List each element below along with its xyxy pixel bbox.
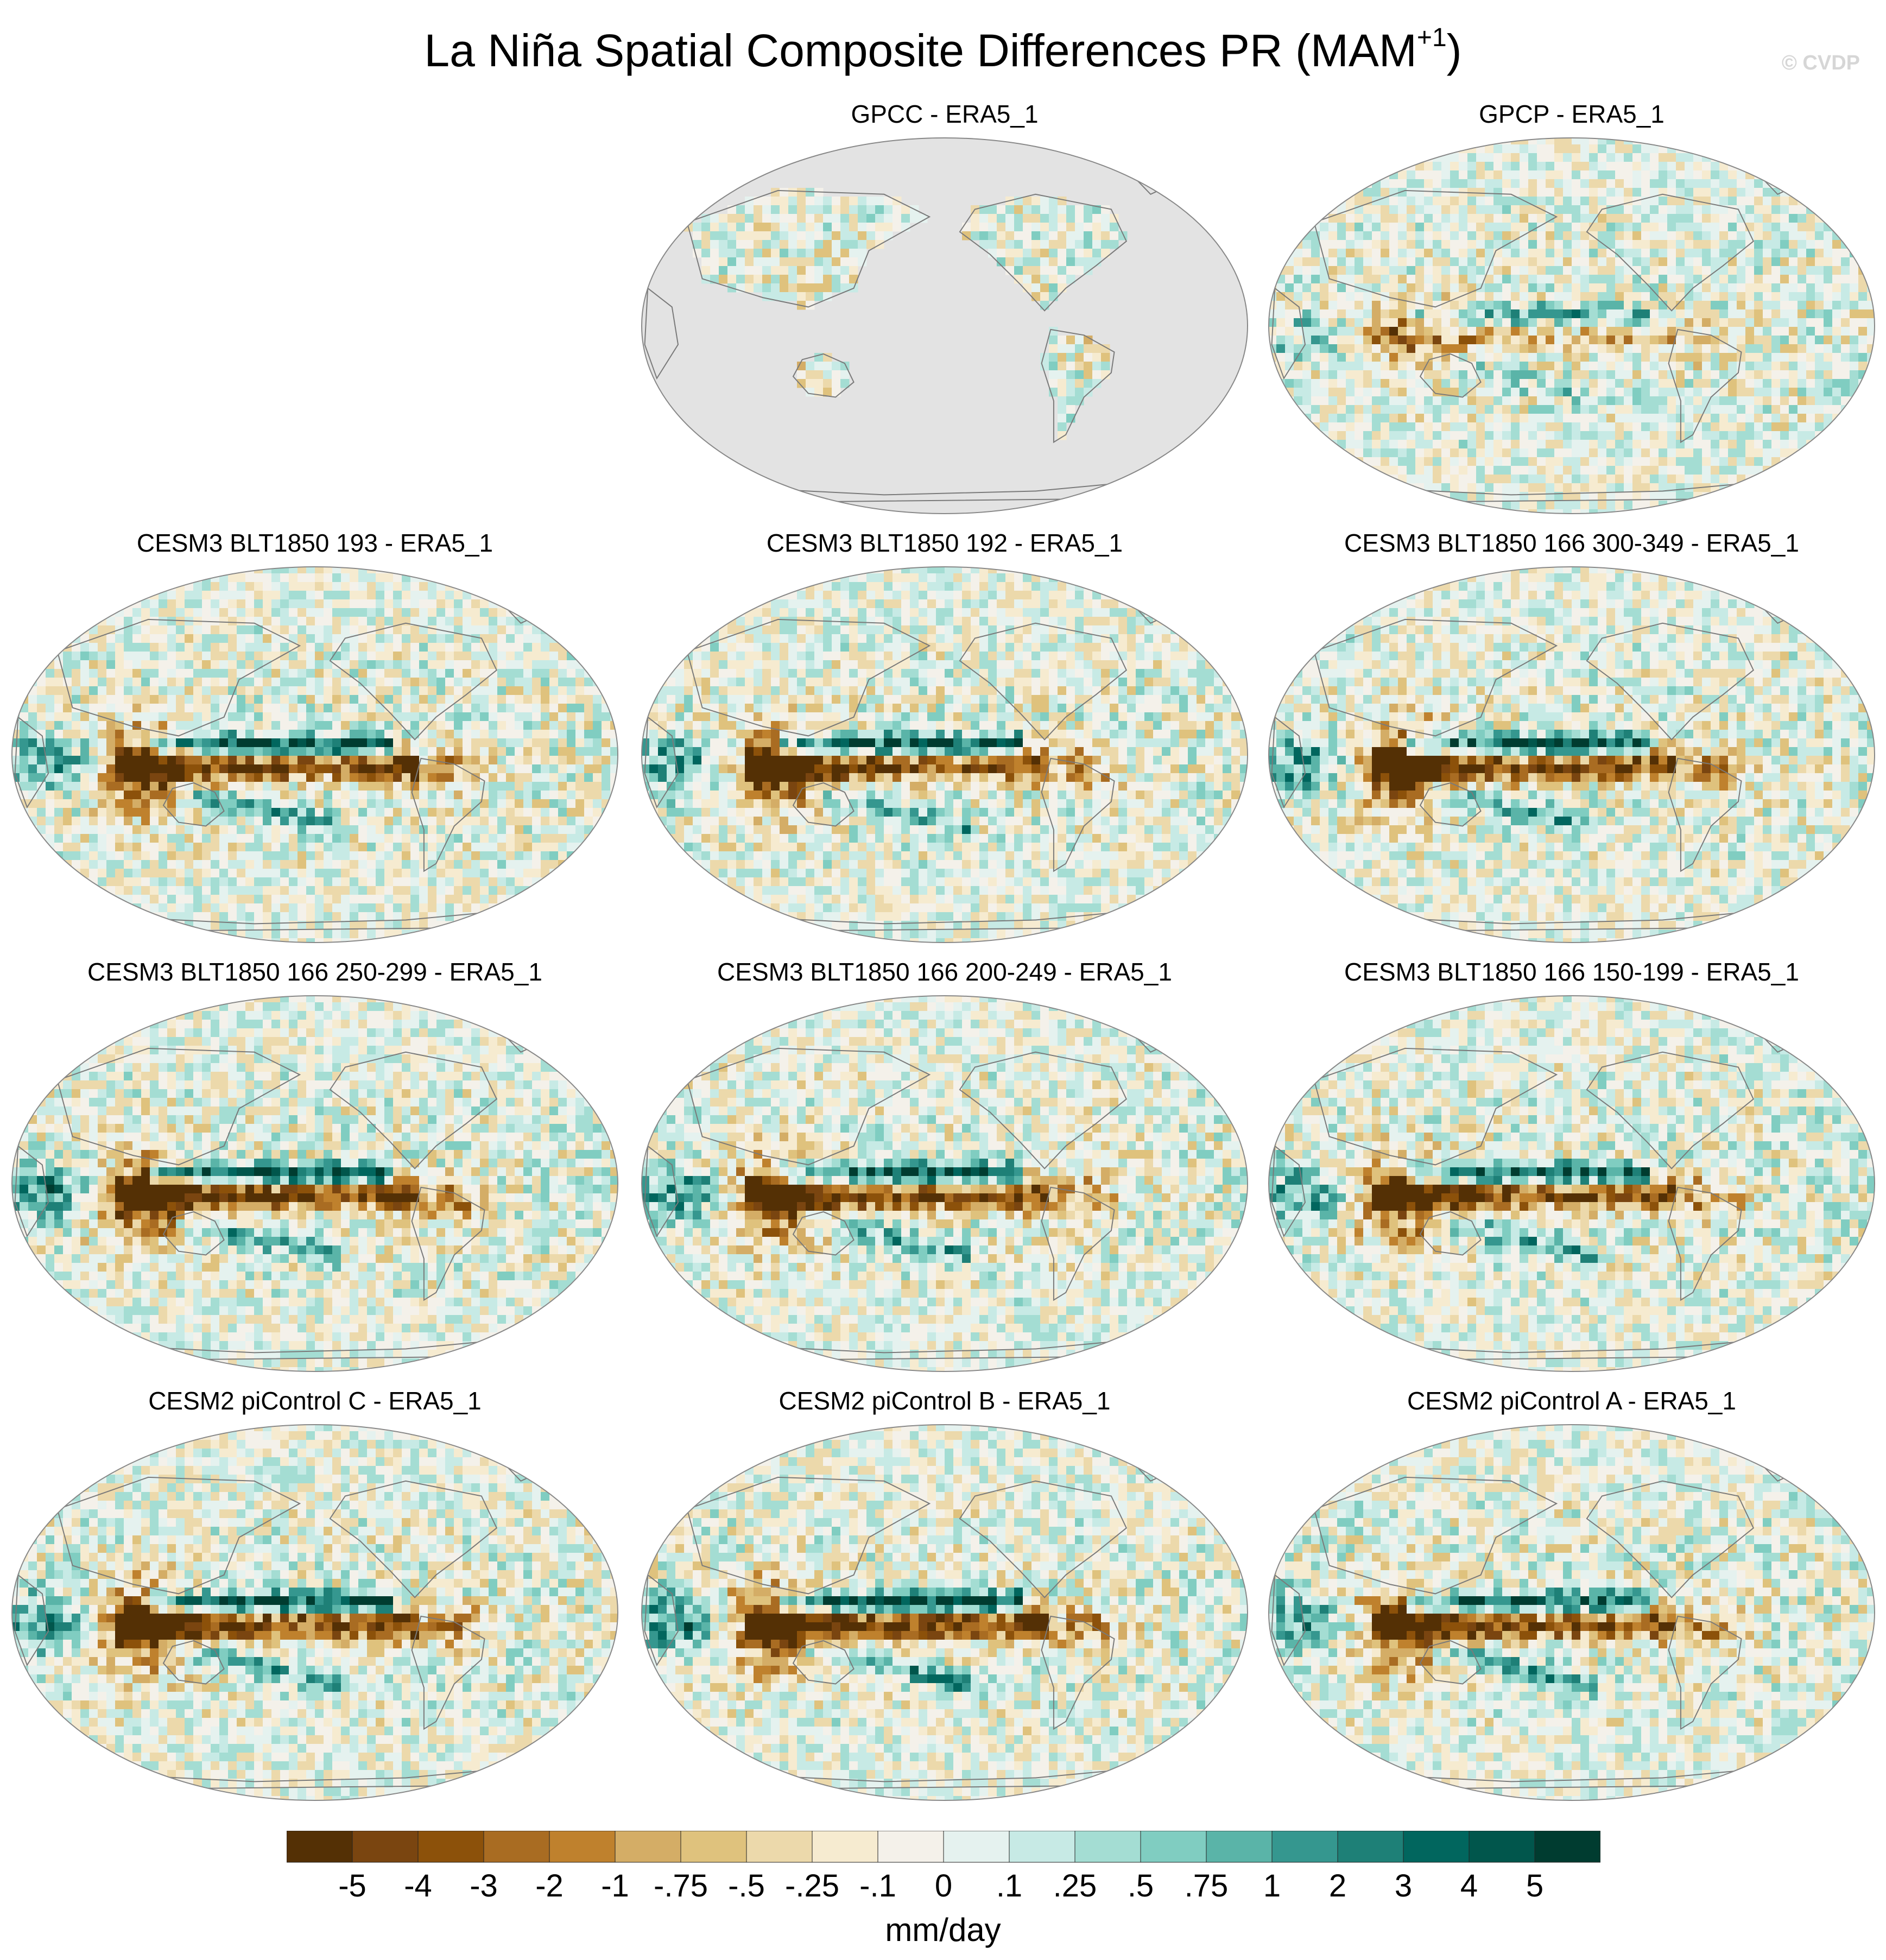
map-outline [641, 1424, 1248, 1801]
colorbar-tick-label: 4 [1460, 1868, 1478, 1904]
colorbar-swatch [615, 1831, 681, 1863]
precip-anomaly-field [684, 188, 1128, 440]
map-panel: CESM2 piControl B - ERA5_1 [635, 1384, 1254, 1813]
map-outline [1268, 995, 1875, 1372]
panel-title: CESM2 piControl A - ERA5_1 [1262, 1384, 1881, 1417]
precip-anomaly-field [1269, 138, 1875, 514]
colorbar-swatch [1534, 1831, 1600, 1863]
robinson-map [1268, 566, 1875, 943]
map-panel: CESM2 piControl C - ERA5_1 [5, 1384, 624, 1813]
precip-anomaly-field [12, 567, 618, 943]
precip-anomaly-field [642, 996, 1248, 1371]
colorbar-tick-label: .1 [996, 1868, 1022, 1904]
map-panel: CESM3 BLT1850 166 300-349 - ERA5_1 [1262, 527, 1881, 956]
colorbar-tick-label: -5 [338, 1868, 366, 1904]
colorbar-swatch [1206, 1831, 1273, 1863]
colorbar-tick-label: -.5 [728, 1868, 765, 1904]
precip-anomaly-field [12, 996, 618, 1371]
panel-title: CESM3 BLT1850 166 250-299 - ERA5_1 [5, 956, 624, 988]
robinson-map [11, 566, 618, 943]
map-outline [641, 137, 1248, 514]
figure-title: La Niña Spatial Composite Differences PR… [0, 15, 1886, 78]
robinson-map [11, 1424, 618, 1801]
colorbar-tick-label: 0 [935, 1868, 952, 1904]
map-outline [11, 995, 618, 1372]
colorbar-units: mm/day [0, 1911, 1886, 1949]
map-panel: CESM3 BLT1850 166 150-199 - ERA5_1 [1262, 956, 1881, 1384]
map-background [642, 138, 1248, 514]
panel-title: CESM3 BLT1850 166 300-349 - ERA5_1 [1262, 527, 1881, 559]
colorbar-tick-label: 2 [1329, 1868, 1346, 1904]
colorbar-swatch [1469, 1831, 1535, 1863]
colorbar-tick-label: -.25 [785, 1868, 839, 1904]
colorbar-swatch [1403, 1831, 1470, 1863]
colorbar-swatch [812, 1831, 878, 1863]
colorbar-tick-label: -3 [470, 1868, 498, 1904]
map-panel: GPCC - ERA5_1 [635, 98, 1254, 527]
robinson-map [1268, 1424, 1875, 1801]
map-outline [11, 1424, 618, 1801]
panel-title: GPCP - ERA5_1 [1262, 98, 1881, 130]
robinson-map [641, 995, 1248, 1372]
colorbar-swatch [287, 1831, 353, 1863]
map-panel: CESM2 piControl A - ERA5_1 [1262, 1384, 1881, 1813]
watermark: © CVDP [1782, 52, 1860, 75]
panel-title: CESM3 BLT1850 192 - ERA5_1 [635, 527, 1254, 559]
panel-title: CESM3 BLT1850 193 - ERA5_1 [5, 527, 624, 559]
colorbar-swatch [746, 1831, 813, 1863]
robinson-map [641, 137, 1248, 514]
panel-title: CESM3 BLT1850 166 150-199 - ERA5_1 [1262, 956, 1881, 988]
colorbar-swatch [943, 1831, 1010, 1863]
panel-title: CESM2 piControl C - ERA5_1 [5, 1384, 624, 1417]
colorbar [287, 1831, 1600, 1863]
map-panel: CESM3 BLT1850 166 250-299 - ERA5_1 [5, 956, 624, 1384]
map-outline [1268, 566, 1875, 943]
colorbar-swatch [1074, 1831, 1141, 1863]
panel-title: CESM3 BLT1850 166 200-249 - ERA5_1 [635, 956, 1254, 988]
colorbar-tick-label: -1 [601, 1868, 629, 1904]
robinson-map [11, 995, 618, 1372]
map-outline [641, 995, 1248, 1372]
precip-anomaly-field [1269, 1425, 1875, 1800]
map-outline [11, 566, 618, 943]
colorbar-swatch [877, 1831, 944, 1863]
precip-anomaly-field [1269, 996, 1875, 1371]
robinson-map [641, 1424, 1248, 1801]
colorbar-swatch [483, 1831, 550, 1863]
map-outline [1268, 1424, 1875, 1801]
map-outline [1268, 137, 1875, 514]
colorbar-tick-label: .75 [1185, 1868, 1229, 1904]
colorbar-swatch [549, 1831, 616, 1863]
precip-anomaly-field [1269, 567, 1875, 943]
colorbar-tick-label: .5 [1128, 1868, 1154, 1904]
colorbar-swatch [680, 1831, 747, 1863]
panel-title: CESM2 piControl B - ERA5_1 [635, 1384, 1254, 1417]
colorbar-tick-label: 1 [1263, 1868, 1281, 1904]
colorbar-swatch [1009, 1831, 1075, 1863]
colorbar-tick-label: -.75 [654, 1868, 708, 1904]
robinson-map [1268, 137, 1875, 514]
robinson-map [641, 566, 1248, 943]
colorbar-tick-label: .25 [1053, 1868, 1097, 1904]
colorbar-swatch [1337, 1831, 1404, 1863]
map-panel: CESM3 BLT1850 193 - ERA5_1 [5, 527, 624, 956]
colorbar-tick-label: 5 [1526, 1868, 1543, 1904]
map-panel: GPCP - ERA5_1 [1262, 98, 1881, 527]
precip-anomaly-field [642, 567, 1248, 943]
map-panel: CESM3 BLT1850 166 200-249 - ERA5_1 [635, 956, 1254, 1384]
colorbar-tick-label: 3 [1395, 1868, 1412, 1904]
colorbar-tick-label: -4 [404, 1868, 432, 1904]
precip-anomaly-field [642, 1425, 1248, 1800]
colorbar-swatch [1271, 1831, 1338, 1863]
colorbar-tick-label: -2 [535, 1868, 564, 1904]
map-panel: CESM3 BLT1850 192 - ERA5_1 [635, 527, 1254, 956]
panel-title: GPCC - ERA5_1 [635, 98, 1254, 130]
robinson-map [1268, 995, 1875, 1372]
precip-anomaly-field [12, 1425, 618, 1800]
map-outline [641, 566, 1248, 943]
colorbar-swatch [1140, 1831, 1207, 1863]
colorbar-swatch [352, 1831, 419, 1863]
colorbar-swatch [417, 1831, 484, 1863]
colorbar-tick-label: -.1 [859, 1868, 896, 1904]
